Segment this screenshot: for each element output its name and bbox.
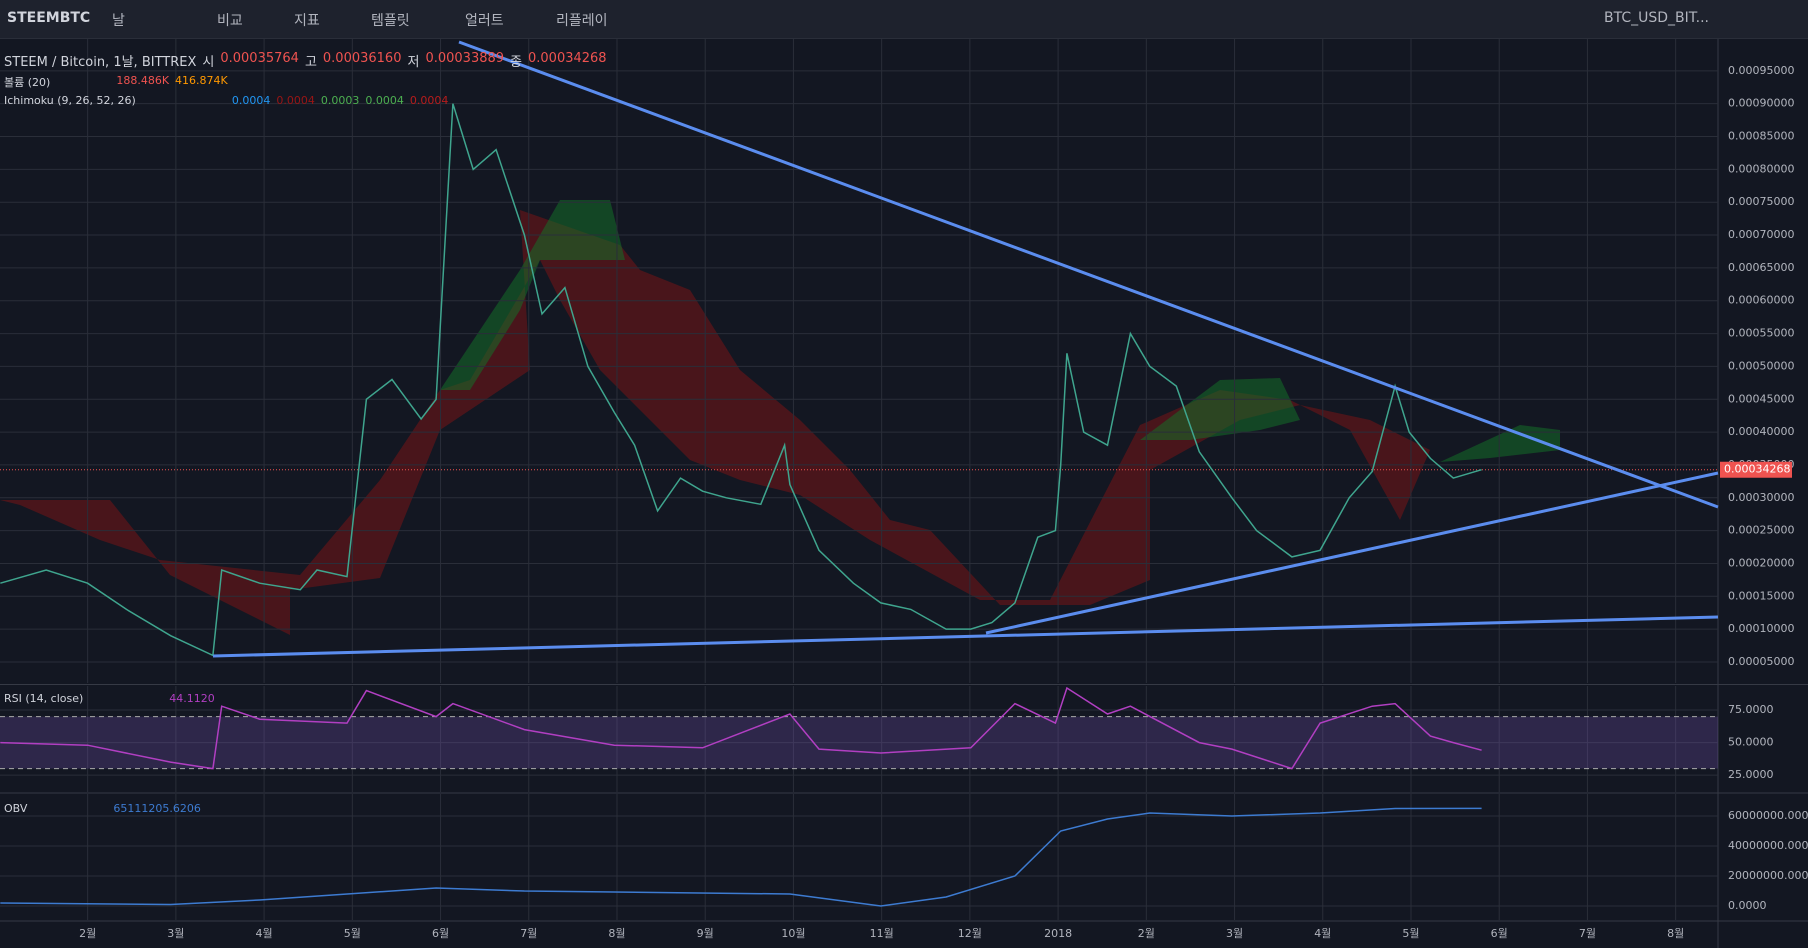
volume-legend: 볼륨 (20) 188.486K 416.874K	[4, 74, 228, 90]
close-value: 0.00034268	[528, 51, 607, 66]
indicators-button[interactable]: 지표	[294, 13, 320, 29]
y-tick-label: 0.00010000	[1728, 622, 1794, 635]
y-tick-label: 0.0000	[1728, 899, 1767, 912]
x-tick-label: 5월	[344, 927, 361, 940]
x-tick-label: 2018	[1044, 927, 1072, 940]
ichimoku-cloud	[1140, 378, 1300, 440]
obv-value: 65111205.6206	[113, 802, 201, 815]
x-tick-label: 6월	[432, 927, 449, 940]
low-label: 저	[407, 55, 420, 70]
high-value: 0.00036160	[322, 51, 402, 66]
y-tick-label: 0.00075000	[1728, 195, 1794, 208]
x-tick-label: 4월	[1314, 927, 1331, 940]
ichimoku-cloud	[0, 210, 1430, 635]
y-tick-label: 0.00080000	[1728, 162, 1794, 175]
y-tick-label: 0.00050000	[1728, 359, 1794, 372]
series-line	[0, 103, 1482, 657]
plots: 0.00005000 0.00010000 0.00015000 0.00020000…	[0, 38, 1808, 940]
x-tick-label: 9월	[697, 927, 714, 940]
ichimoku-value: 0.0004	[231, 94, 271, 107]
background	[0, 38, 1808, 948]
alerts-button[interactable]: 얼러트	[465, 13, 504, 29]
y-tick-label: 60000000.0000	[1728, 809, 1808, 822]
ichimoku-value: 0.0004	[409, 94, 449, 107]
open-value: 0.00035764	[220, 51, 299, 66]
legend-title[interactable]: STEEM / Bitcoin, 1날, BITTREX	[4, 55, 197, 70]
y-tick-label: 0.00055000	[1728, 327, 1794, 340]
y-tick-label: 0.00085000	[1728, 130, 1794, 143]
rsi-name[interactable]: RSI (14, close)	[4, 692, 84, 705]
x-tick-label: 3월	[1226, 927, 1243, 940]
x-tick-label: 4월	[256, 927, 273, 940]
y-tick-label: 75.0000	[1728, 703, 1774, 716]
y-tick-label: 0.00025000	[1728, 524, 1794, 537]
replay-button[interactable]: 리플레이	[556, 13, 608, 29]
rsi-band	[0, 716, 1718, 769]
y-tick-label: 0.00005000	[1728, 655, 1794, 668]
last-price-label: 0.00034268	[1724, 463, 1790, 476]
y-tick-label: 0.00015000	[1728, 589, 1794, 602]
last-price-tag	[1720, 461, 1792, 478]
trendline	[458, 40, 1719, 509]
y-tick-label: 0.00040000	[1728, 425, 1794, 438]
x-tick-label: 6월	[1491, 927, 1508, 940]
open-label: 시	[202, 55, 215, 70]
ichimoku-legend: Ichimoku (9, 26, 52, 26) 0.0004 0.0004 0.0…	[4, 94, 448, 107]
y-tick-label: 0.00045000	[1728, 392, 1794, 405]
volume-name[interactable]: 볼륨 (20)	[4, 76, 51, 89]
rsi-legend: RSI (14, close) 44.1120	[4, 692, 215, 705]
x-tick-label: 2월	[1138, 927, 1155, 940]
volume-ma-value: 416.874K	[175, 74, 228, 87]
x-tick-label: 7월	[1579, 927, 1596, 940]
rsi-value: 44.1120	[169, 692, 215, 705]
y-tick-label: 0.00095000	[1728, 64, 1794, 77]
compare-button[interactable]: 비교	[217, 13, 243, 29]
toolbar: STEEMBTC 날 비교 지표 템플릿 얼러트 리플레이 BTC_USD_BI…	[0, 0, 1808, 39]
x-tick-label: 8월	[608, 927, 625, 940]
trendline	[212, 615, 1719, 658]
obv-name[interactable]: OBV	[4, 802, 28, 815]
trendline	[985, 471, 1719, 635]
ichimoku-value: 0.0003	[320, 94, 360, 107]
symbol-button[interactable]: STEEMBTC	[7, 10, 91, 26]
x-tick-label: 3월	[167, 927, 184, 940]
x-tick-label: 2월	[79, 927, 96, 940]
y-tick-label: 0.00070000	[1728, 228, 1794, 241]
interval-button[interactable]: 날	[112, 13, 125, 29]
ichimoku-cloud	[440, 200, 625, 390]
series-line	[0, 686, 1482, 770]
y-tick-label: 0.00030000	[1728, 491, 1794, 504]
close-label: 종	[510, 55, 522, 70]
x-tick-label: 10월	[781, 927, 805, 940]
y-tick-label: 0.00090000	[1728, 97, 1794, 110]
x-tick-label: 12월	[958, 927, 982, 940]
high-label: 고	[304, 55, 317, 70]
y-tick-label: 20000000.0000	[1728, 869, 1808, 882]
series-line	[0, 807, 1482, 907]
ichimoku-value: 0.0004	[365, 94, 404, 107]
obv-legend: OBV 65111205.6206	[4, 802, 201, 815]
y-tick-label: 0.00060000	[1728, 294, 1794, 307]
main-legend: STEEM / Bitcoin, 1날, BITTREX 시 0.00035764…	[4, 51, 607, 70]
x-tick-label: 5월	[1402, 927, 1419, 940]
y-tick-label: 40000000.0000	[1728, 839, 1808, 852]
y-tick-label: 50.0000	[1728, 736, 1774, 749]
y-tick-label: 25.0000	[1728, 768, 1774, 781]
layout-button[interactable]: BTC_USD_BIT...	[1604, 10, 1709, 26]
ichimoku-value: 0.0004	[276, 94, 315, 107]
y-tick-label: 0.00065000	[1728, 261, 1794, 274]
x-tick-label: 11월	[870, 927, 894, 940]
ichimoku-name[interactable]: Ichimoku (9, 26, 52, 26)	[4, 94, 136, 107]
x-tick-label: 7월	[520, 927, 537, 940]
y-tick-label: 0.00020000	[1728, 556, 1794, 569]
volume-value: 188.486K	[116, 74, 170, 87]
templates-button[interactable]: 템플릿	[371, 13, 410, 29]
ichimoku-cloud	[1440, 425, 1560, 462]
x-tick-label: 8월	[1667, 927, 1684, 940]
low-value: 0.00033889	[425, 51, 505, 66]
